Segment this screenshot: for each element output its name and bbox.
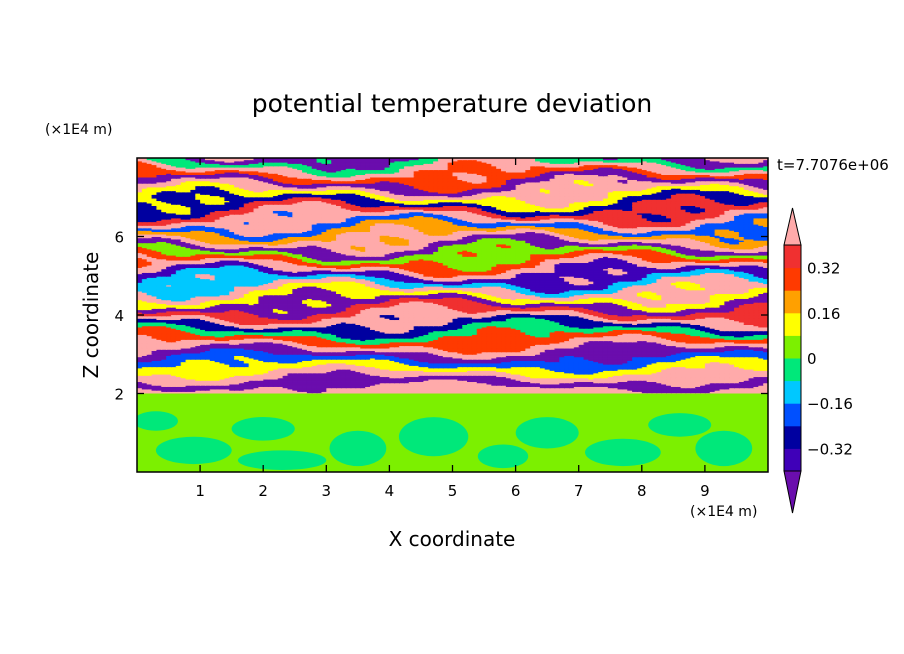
plot-field — [134, 158, 769, 473]
time-label: t=7.7076e+06 — [777, 156, 889, 174]
chart-title: potential temperature deviation — [252, 89, 652, 118]
y-unit-label: (×1E4 m) — [45, 122, 112, 138]
